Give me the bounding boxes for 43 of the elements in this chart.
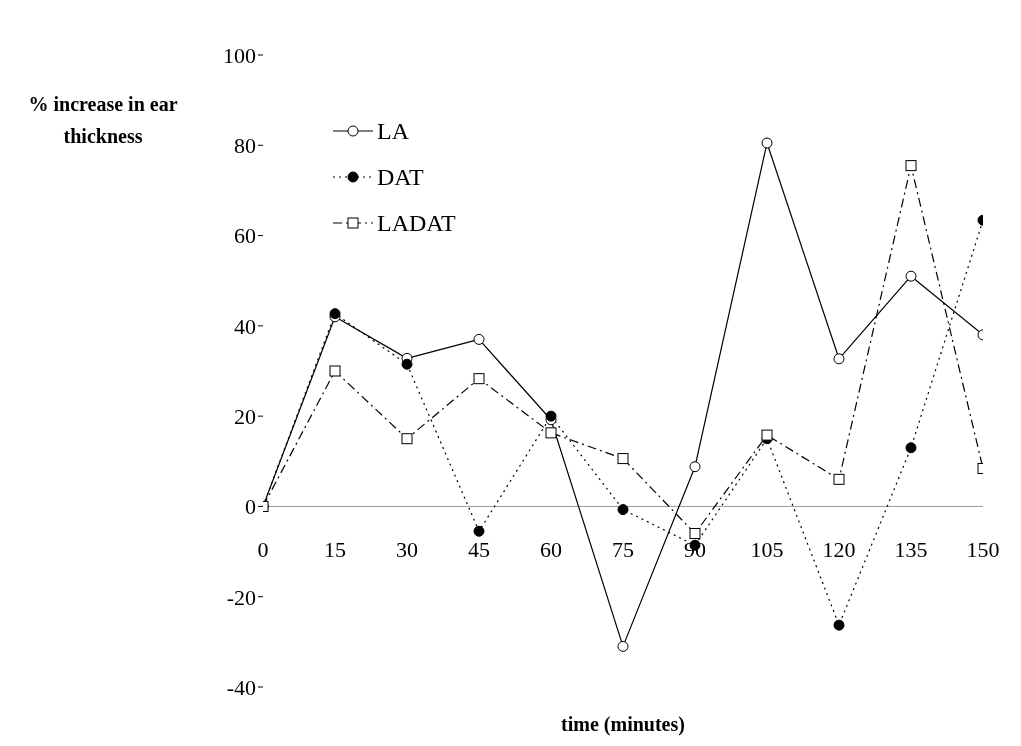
y-tick-label: -20	[226, 584, 256, 610]
point	[401, 358, 413, 370]
x-tick-label: 60	[540, 537, 562, 563]
y-axis-title: % increase in ear thickness	[28, 92, 178, 149]
legend-label: LADAT	[377, 209, 456, 237]
y-tick-label: 40	[234, 313, 256, 339]
legend-label: DAT	[377, 163, 424, 191]
y-tick-label: 80	[234, 133, 256, 159]
point	[617, 453, 629, 465]
point	[761, 429, 773, 441]
point	[905, 270, 917, 282]
point	[473, 333, 485, 345]
point	[905, 160, 917, 172]
point	[545, 427, 557, 439]
point	[473, 373, 485, 385]
y-tick-label: -40	[226, 674, 256, 700]
x-tick-label: 135	[894, 537, 928, 563]
x-tick-label: 30	[396, 537, 418, 563]
x-tick-label: 120	[822, 537, 856, 563]
point	[545, 410, 557, 422]
x-tick-label: 15	[324, 537, 346, 563]
x-tick-label: 75	[612, 537, 634, 563]
point	[689, 461, 701, 473]
point	[761, 137, 773, 149]
point	[329, 365, 341, 377]
y-tick-label: 0	[245, 494, 256, 520]
point	[689, 528, 701, 540]
point	[401, 433, 413, 445]
point	[905, 442, 917, 454]
x-tick-label: 150	[966, 537, 1000, 563]
point	[833, 353, 845, 365]
legend-label: LA	[377, 117, 409, 145]
point	[617, 504, 629, 516]
x-tick-label: 105	[750, 537, 784, 563]
y-tick-label: 20	[234, 403, 256, 429]
y-tick-label: 60	[234, 223, 256, 249]
point	[833, 619, 845, 631]
point	[833, 473, 845, 485]
y-tick-label: 100	[223, 42, 256, 68]
point	[617, 640, 629, 652]
x-axis-title: time (minutes)	[560, 713, 686, 736]
point	[473, 525, 485, 537]
x-tick-label: 45	[468, 537, 490, 563]
